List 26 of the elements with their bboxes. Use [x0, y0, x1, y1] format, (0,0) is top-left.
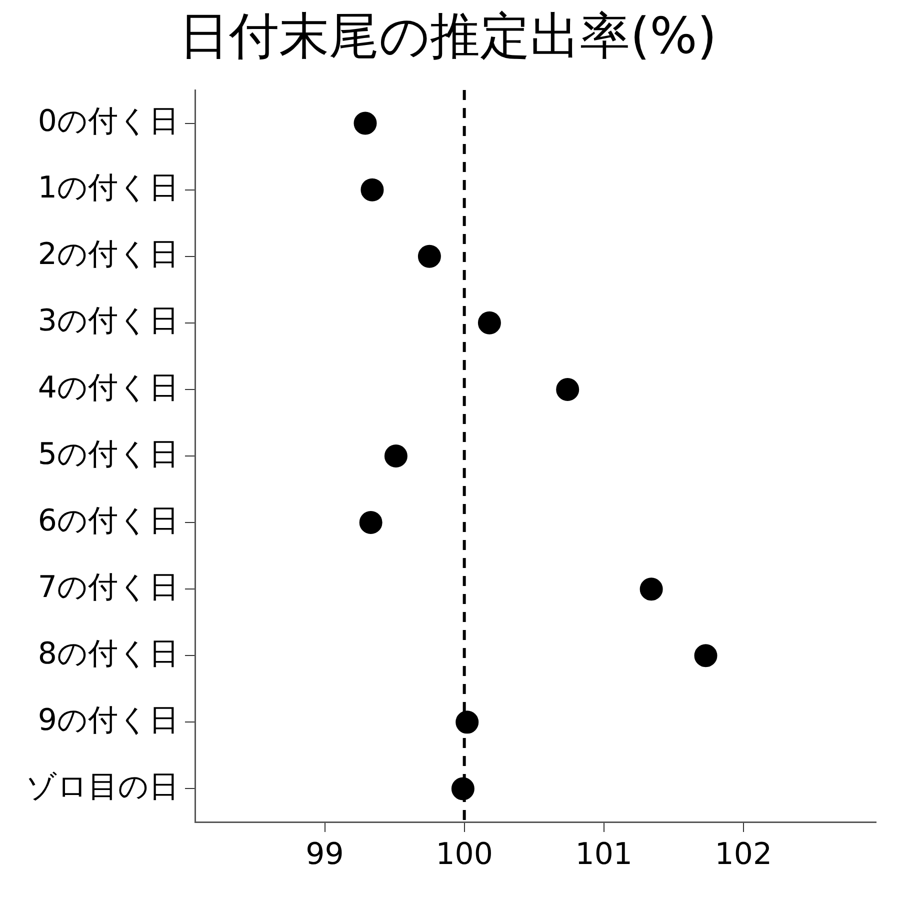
- point: [478, 311, 501, 334]
- point: [354, 112, 377, 135]
- y-tick-label: 1の付く日: [38, 170, 179, 206]
- y-tick-label: 9の付く日: [38, 702, 179, 738]
- y-tick-label: 7の付く日: [38, 570, 179, 605]
- point: [556, 378, 580, 401]
- point: [359, 511, 382, 534]
- y-tick-label: 6の付く日: [38, 503, 179, 538]
- y-tick-label: 2の付く日: [38, 237, 179, 272]
- point: [640, 578, 663, 601]
- x-tick-label: 100: [436, 836, 493, 872]
- x-tick-label: 99: [306, 836, 344, 872]
- chart-title: 日付末尾の推定出率(%): [179, 6, 717, 65]
- point: [384, 444, 408, 468]
- y-tick-label: 4の付く日: [38, 370, 179, 406]
- point: [360, 178, 384, 202]
- x-tick-label: 102: [714, 836, 772, 872]
- point: [694, 644, 718, 668]
- y-tick-label: 8の付く日: [38, 636, 179, 672]
- y-tick-label: 3の付く日: [38, 304, 179, 339]
- x-tick-label: 101: [575, 836, 633, 872]
- y-tick-label: 0の付く日: [38, 104, 179, 140]
- point: [418, 244, 441, 268]
- y-tick-label: ゾロ目の日: [26, 770, 179, 805]
- point: [456, 710, 479, 734]
- y-tick-label: 5の付く日: [38, 436, 179, 472]
